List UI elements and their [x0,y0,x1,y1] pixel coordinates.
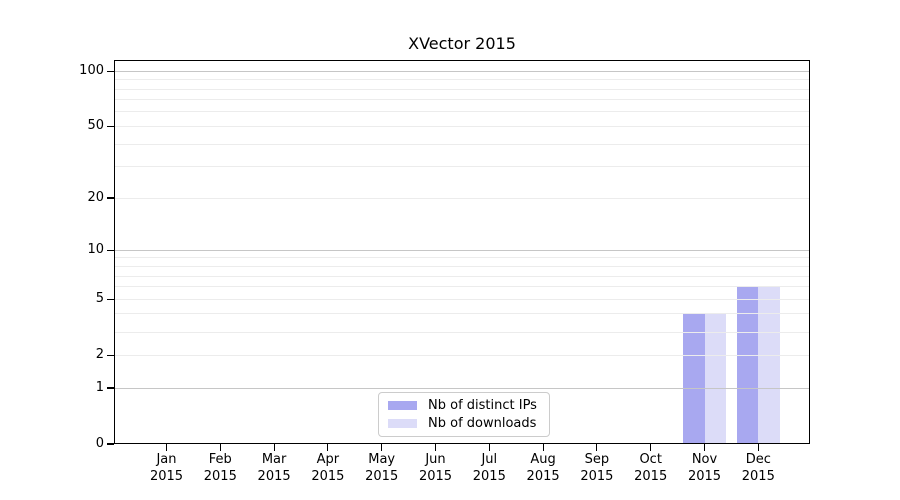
x-tick-mark [381,444,383,451]
x-tick-label-line: 2015 [634,469,668,484]
minor-gridline [114,79,810,81]
legend-label-downloads: Nb of downloads [428,416,537,431]
legend-swatch-downloads [388,419,417,428]
x-tick-label: Sep 2015 [569,451,625,485]
x-tick-label-line: 2015 [687,469,722,484]
minor-gridline [114,331,810,333]
x-tick-label-line: Dec [745,452,771,467]
y-tick-label: 100 [79,63,104,79]
legend-label-distinct-ips: Nb of distinct IPs [428,398,537,413]
bar-downloads-10 [704,313,726,444]
x-tick-label-line: Nov [691,452,718,467]
x-tick-label-line: 2015 [365,469,399,484]
x-tick-label-line: 2015 [418,469,453,484]
x-tick-label: Nov 2015 [677,451,733,485]
y-tick-mark [107,354,114,356]
x-tick-label: Feb 2015 [192,451,248,485]
x-tick-label: Mar 2015 [246,451,302,485]
x-tick-label-line: 2015 [257,469,291,484]
grid-layer [114,60,810,444]
x-tick-label-line: Sep [584,452,610,467]
x-tick-label-line: Jan [156,452,177,467]
y-tick-mark [107,387,114,389]
chart-title: XVector 2015 [408,34,516,53]
minor-gridline [114,257,810,259]
x-tick-label: Dec 2015 [730,451,786,485]
x-tick-mark [757,444,759,451]
x-tick-label: Jun 2015 [408,451,464,485]
x-tick-label: Oct 2015 [623,451,679,485]
x-tick-label-line: Apr [316,452,340,467]
x-tick-mark [219,444,221,451]
major-gridline [114,249,810,251]
x-tick-mark [273,444,275,451]
x-tick-mark [165,444,168,451]
y-tick-mark [107,443,114,445]
x-tick-mark [327,444,329,451]
y-tick-mark [107,197,114,199]
x-tick-mark [542,444,544,451]
x-tick-mark [488,444,490,451]
x-tick-label-line: 2015 [741,469,775,484]
x-tick-label-line: Feb [208,452,232,467]
bar-downloads-11 [758,286,780,444]
legend-swatch-distinct-ips [388,401,417,410]
y-tick-mark [107,298,114,300]
x-tick-label-line: Mar [261,452,287,467]
minor-gridline [114,354,810,356]
x-tick-mark [650,444,652,451]
y-tick-mark [107,125,114,127]
minor-gridline [114,275,810,277]
x-tick-label-line: 2015 [311,469,345,484]
x-tick-mark [596,444,598,451]
minor-gridline [114,197,810,199]
x-tick-label-line: Oct [639,452,662,467]
x-tick-label: Jul 2015 [461,451,517,485]
x-tick-label-line: 2015 [580,469,614,484]
plot-area [114,60,810,444]
y-tick-label: 50 [87,118,104,134]
x-tick-label: Apr 2015 [300,451,356,485]
bars-layer [114,60,810,444]
minor-gridline [114,143,810,145]
y-tick-label: 1 [95,380,104,395]
minor-gridline [114,99,810,101]
x-tick-label: May 2015 [354,451,410,485]
x-tick-label-line: 2015 [149,469,184,484]
x-tick-label-line: Jun [425,452,446,467]
x-tick-label-line: Aug [530,452,556,467]
x-tick-label-line: 2015 [203,469,237,484]
minor-gridline [114,266,810,267]
y-tick-label: 5 [95,291,104,307]
y-tick-label: 0 [95,436,104,451]
minor-gridline [114,166,810,168]
y-tick-label: 10 [87,242,104,258]
legend-item-distinct-ips: Nb of distinct IPs [388,398,537,413]
y-tick-label: 2 [95,347,104,363]
legend: Nb of distinct IPs Nb of downloads [378,392,550,437]
minor-gridline [114,298,810,300]
x-tick-label-line: 2015 [526,469,560,484]
x-tick-mark [434,444,437,451]
legend-item-downloads: Nb of downloads [388,416,537,431]
x-tick-label-line: 2015 [472,469,506,484]
major-gridline [114,70,810,72]
x-tick-label: Jan 2015 [139,451,195,485]
minor-gridline [114,125,810,127]
x-tick-label-line: May [368,452,396,467]
minor-gridline [114,88,810,90]
bar-distinct-ips-10 [683,313,705,444]
minor-gridline [114,313,810,315]
y-tick-label: 20 [87,190,104,206]
y-tick-mark [107,249,114,251]
minor-gridline [114,286,810,288]
x-tick-mark [703,444,706,451]
x-tick-label-line: Jul [481,452,498,467]
bar-distinct-ips-11 [736,286,759,444]
y-tick-mark [107,70,114,72]
minor-gridline [114,111,810,113]
major-gridline [114,387,810,389]
x-tick-label: Aug 2015 [515,451,571,485]
